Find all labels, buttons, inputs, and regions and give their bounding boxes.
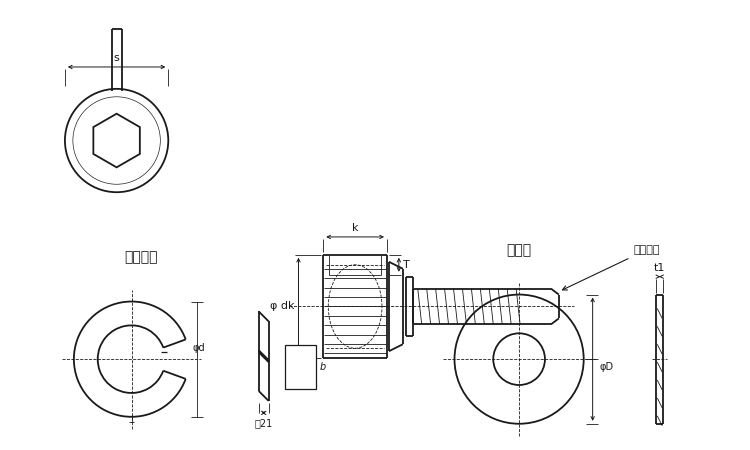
Text: ばね座金: ばね座金 bbox=[124, 250, 158, 264]
Text: b: b bbox=[320, 362, 326, 372]
Text: t1: t1 bbox=[654, 263, 665, 273]
Text: T: T bbox=[403, 260, 410, 270]
Polygon shape bbox=[284, 345, 316, 389]
Text: φ dk: φ dk bbox=[270, 302, 295, 311]
Text: 平座金: 平座金 bbox=[506, 243, 532, 257]
Text: 面取り先: 面取り先 bbox=[562, 245, 660, 290]
Text: 終21: 終21 bbox=[254, 418, 273, 428]
Text: φD: φD bbox=[599, 362, 613, 372]
Text: s: s bbox=[114, 53, 119, 63]
Text: φd: φd bbox=[192, 343, 205, 353]
Text: k: k bbox=[352, 223, 358, 233]
